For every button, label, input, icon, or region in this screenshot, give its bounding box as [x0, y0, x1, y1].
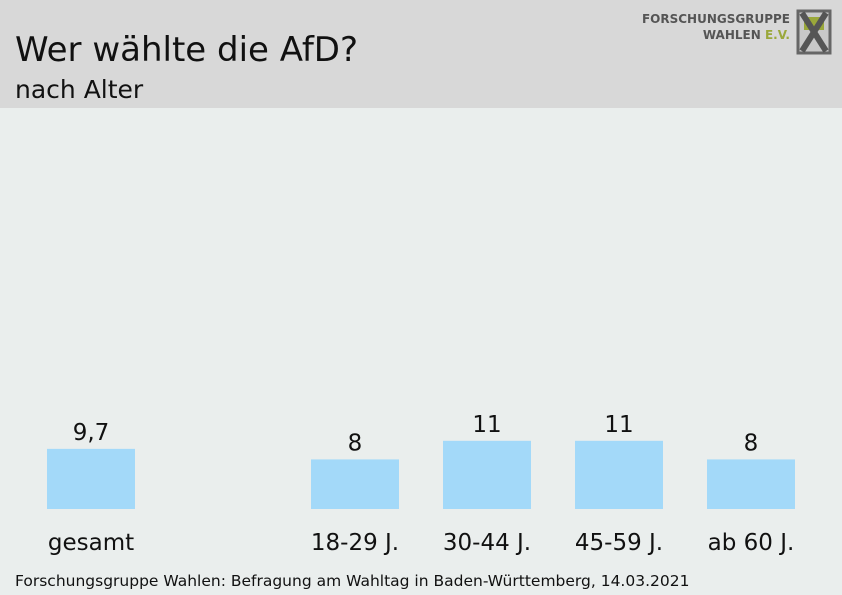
chart-subtitle: nach Alter — [15, 75, 144, 104]
category-label-1: 18-29 J. — [311, 530, 399, 556]
value-label-2: 11 — [472, 412, 501, 438]
logo-wahlen: WAHLEN — [702, 28, 761, 42]
header-band: Wer wählte die AfD? nach Alter FORSCHUNG… — [0, 0, 842, 108]
logo-ev: E.V. — [764, 28, 790, 42]
chart-title: Wer wählte die AfD? — [15, 30, 359, 70]
source-note: Forschungsgruppe Wahlen: Befragung am Wa… — [15, 572, 690, 590]
bar-chart: 9,7 gesamt 8 18-29 J. 11 30-44 J. 11 45-59 J. 8 a… — [47, 412, 795, 556]
bar-0 — [47, 448, 135, 509]
value-label-4: 8 — [744, 430, 759, 456]
category-label-0: gesamt — [48, 530, 134, 556]
bar-2 — [443, 440, 531, 509]
logo-line2: WAHLEN E.V. — [642, 27, 790, 43]
logo-line1: FORSCHUNGSGRUPPE — [641, 12, 790, 26]
category-label-2: 30-44 J. — [443, 530, 531, 556]
value-label-1: 8 — [348, 430, 363, 456]
bar-1 — [311, 459, 399, 509]
bar-4 — [707, 459, 795, 509]
logo-x-icon — [796, 9, 832, 55]
logo-text: FORSCHUNGSGRUPPE WAHLEN E.V. — [642, 11, 790, 43]
value-label-0: 9,7 — [73, 420, 110, 446]
category-label-3: 45-59 J. — [575, 530, 663, 556]
category-label-4: ab 60 J. — [708, 530, 795, 556]
bar-3 — [575, 440, 663, 509]
value-label-3: 11 — [604, 412, 633, 438]
